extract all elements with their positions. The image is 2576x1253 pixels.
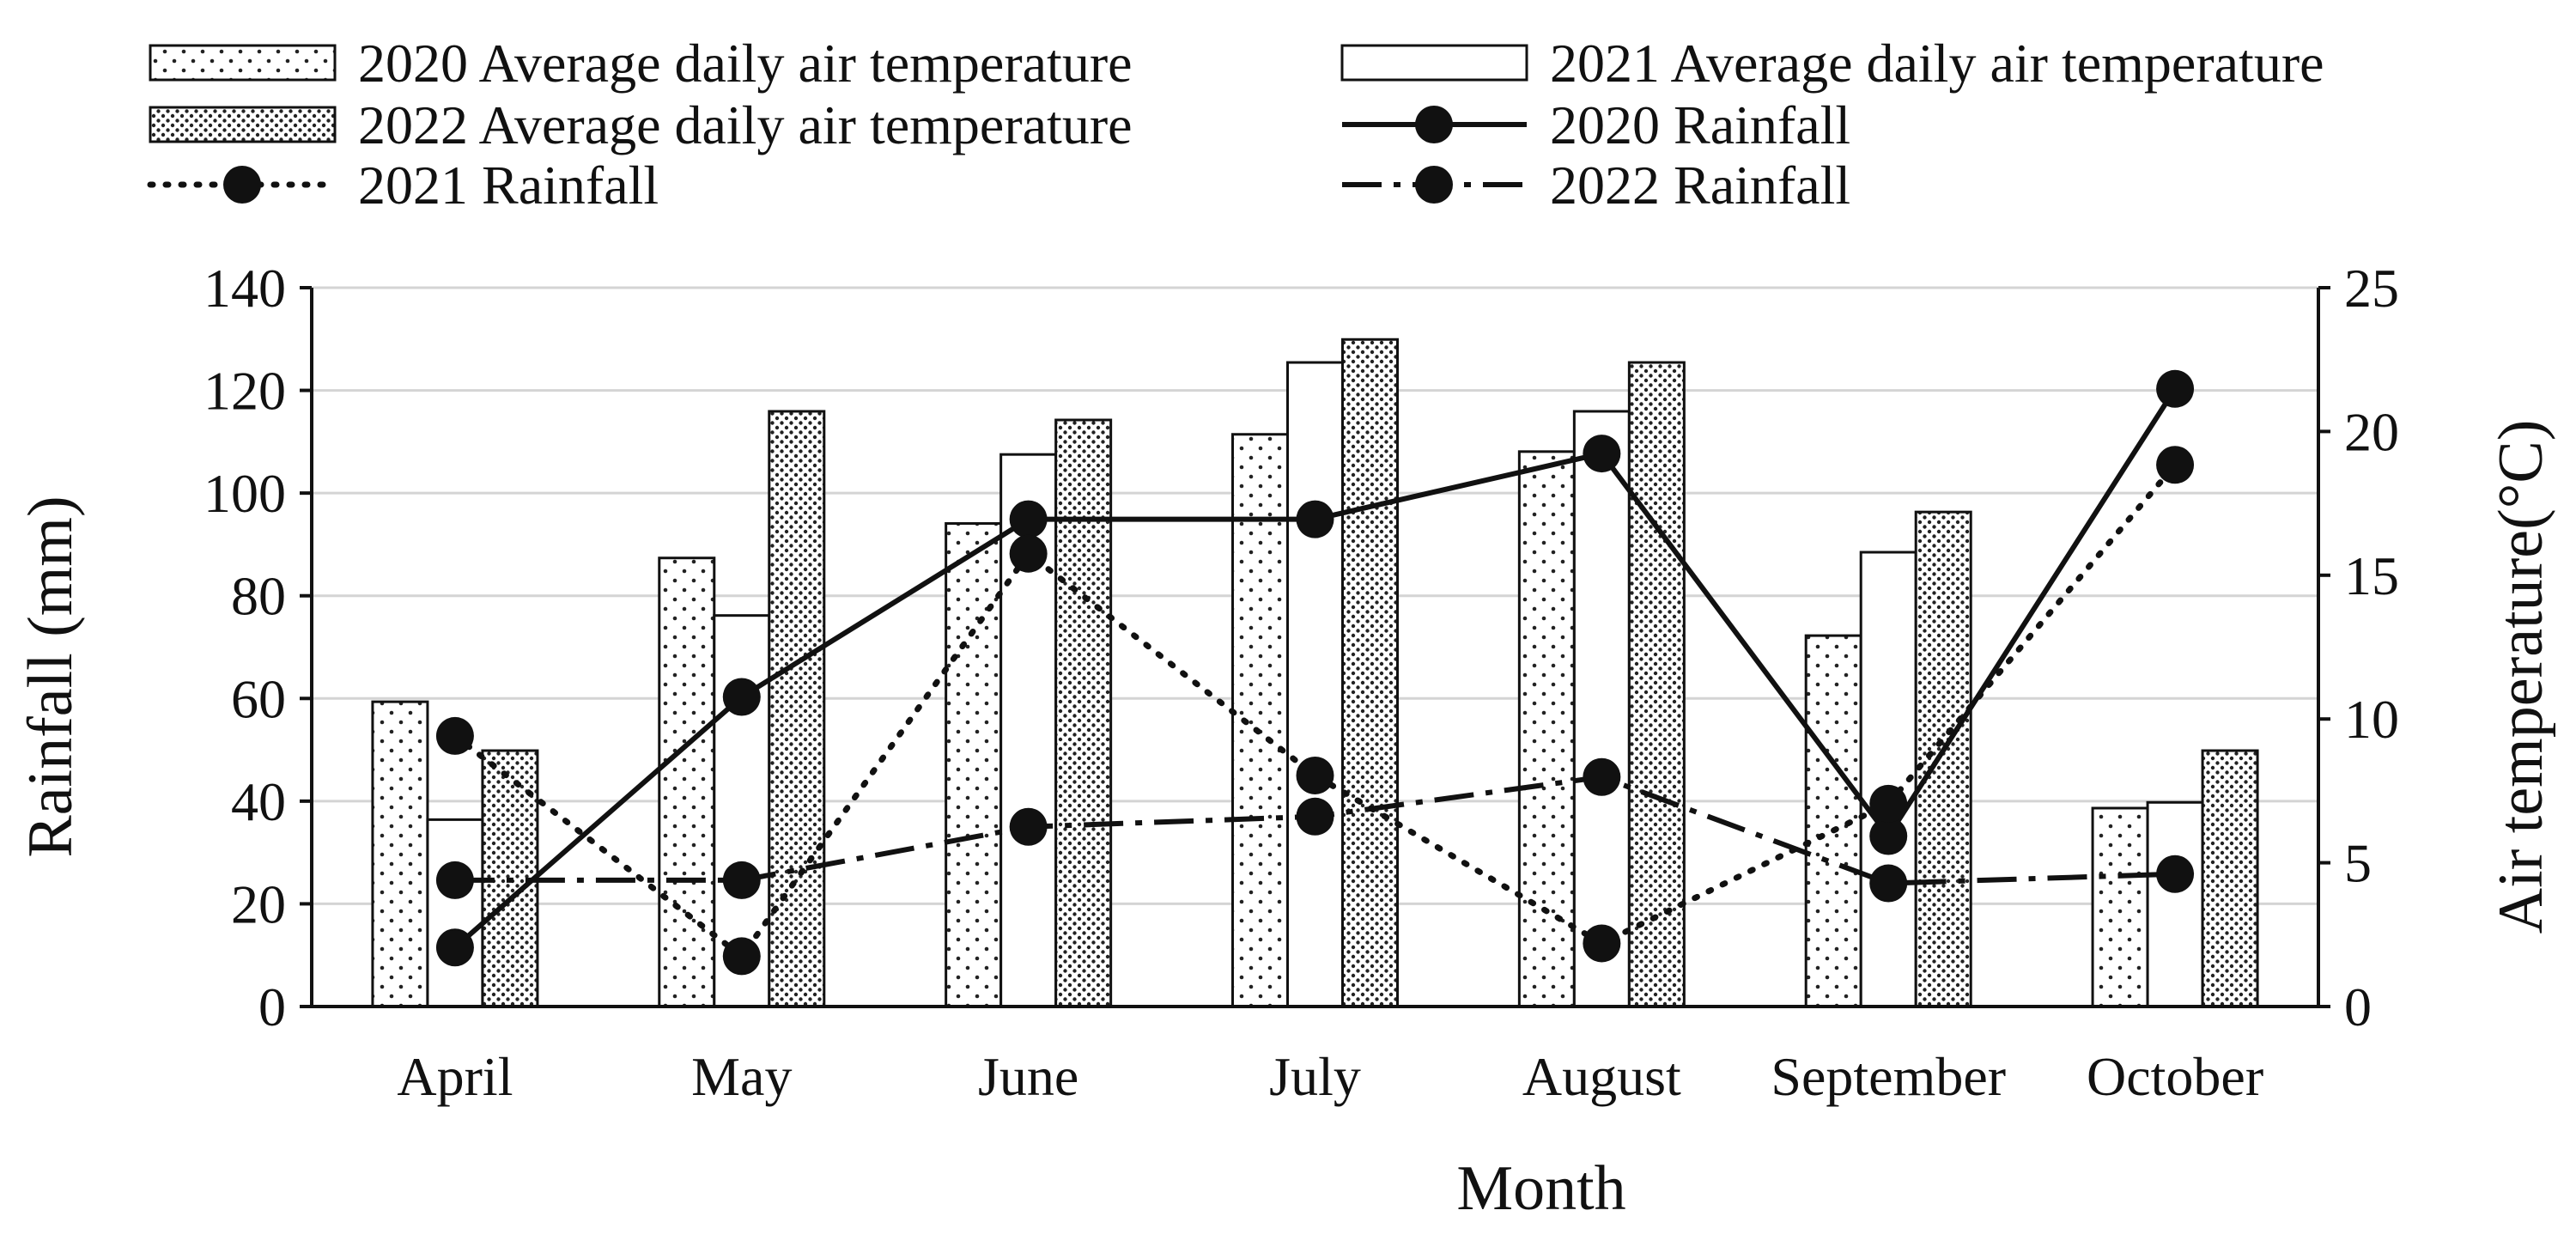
legend: 2020 Average daily air temperature 2021 A… [147, 33, 2324, 216]
bar-series-group [371, 338, 2259, 1008]
marker-2020-rainfall-september [1869, 817, 1908, 855]
x-tick-label-october: October [2087, 1046, 2263, 1107]
legend-label-2021-average-daily-air-temperature: 2021 Average daily air temperature [1550, 33, 2324, 94]
right-tick-label: 10 [2344, 689, 2399, 750]
marker-2021-rainfall-may [722, 937, 761, 976]
left-tick-label: 140 [204, 258, 286, 319]
x-tick-label-june: June [978, 1046, 1078, 1107]
bar-2022-temp-august [1627, 361, 1686, 1008]
bar-2020-temp-august [1517, 450, 1576, 1008]
left-tick-label: 100 [204, 463, 286, 524]
x-tick-label-may: May [691, 1046, 792, 1107]
x-tick-label-august: August [1522, 1046, 1681, 1107]
marker-2020-rainfall-october [2156, 369, 2195, 408]
bar-2020-temp-october [2091, 806, 2149, 1008]
marker-2022-rainfall-october [2156, 855, 2195, 893]
marker-2021-rainfall-june [1009, 534, 1048, 573]
marker-2021-rainfall-july [1296, 756, 1334, 794]
marker-2020-rainfall-july [1296, 500, 1334, 538]
marker-2022-rainfall-april [435, 861, 474, 899]
right-tick-label: 5 [2344, 833, 2372, 894]
bar-2020-temp-may [658, 557, 716, 1008]
marker-2020-rainfall-june [1009, 500, 1048, 538]
marker-2020-rainfall-may [722, 678, 761, 716]
bar-2020-temp-april [371, 700, 429, 1008]
marker-2020-rainfall-august [1583, 435, 1621, 473]
legend-marker-2022-rainfall [1415, 166, 1453, 204]
x-tick-label-april: April [397, 1046, 513, 1107]
legend-label-2021-rainfall: 2021 Rainfall [358, 155, 659, 216]
x-tick-label-july: July [1269, 1046, 1361, 1107]
legend-swatch-2022-average-daily-air-temperature [149, 106, 337, 143]
bar-2022-temp-july [1341, 338, 1399, 1008]
marker-2021-rainfall-september [1869, 784, 1908, 823]
left-tick-label: 40 [231, 771, 286, 832]
bar-2021-temp-april [426, 818, 484, 1008]
left-tick-label: 120 [204, 361, 286, 422]
left-tick-label: 80 [231, 566, 286, 627]
bar-2022-temp-june [1054, 418, 1113, 1008]
left-axis-title: Rainfall (mm) [15, 496, 86, 857]
legend-label-2022-rainfall: 2022 Rainfall [1550, 155, 1850, 216]
legend-swatch-2021-average-daily-air-temperature [1340, 44, 1528, 82]
axes [300, 286, 2330, 1008]
left-tick-label: 20 [231, 873, 286, 934]
bar-2020-temp-september [1804, 634, 1862, 1008]
x-tick-label-september: September [1771, 1046, 2006, 1107]
marker-2021-rainfall-august [1583, 924, 1621, 963]
bar-2022-temp-september [1914, 510, 1972, 1008]
tick-labels: 0 20 40 60 80 100 120 140 0 5 10 15 20 25 April May June… [204, 258, 2399, 1107]
bar-2022-temp-october [2201, 749, 2259, 1008]
left-tick-label: 0 [258, 976, 286, 1037]
bar-2021-temp-august [1572, 410, 1631, 1008]
legend-label-2020-average-daily-air-temperature: 2020 Average daily air temperature [358, 33, 1133, 94]
right-tick-label: 20 [2344, 401, 2399, 462]
bar-2022-temp-may [768, 410, 826, 1008]
marker-2021-rainfall-april [435, 716, 474, 755]
right-tick-label: 25 [2344, 258, 2399, 319]
marker-2021-rainfall-october [2156, 446, 2195, 484]
right-axis-title: Air temperature(°C) [2486, 420, 2556, 934]
right-tick-label: 0 [2344, 976, 2372, 1037]
legend-marker-2020-rainfall [1415, 106, 1453, 143]
line-series-group [435, 369, 2195, 976]
marker-2020-rainfall-april [435, 928, 474, 967]
marker-2022-rainfall-june [1009, 807, 1048, 846]
bar-2021-temp-october [2146, 800, 2204, 1008]
marker-2022-rainfall-september [1869, 864, 1908, 903]
marker-2022-rainfall-may [722, 861, 761, 899]
left-tick-label: 60 [231, 668, 286, 729]
legend-swatch-2020-average-daily-air-temperature [149, 44, 337, 82]
bar-2021-temp-july [1286, 361, 1344, 1008]
legend-label-2020-rainfall: 2020 Rainfall [1550, 94, 1850, 155]
marker-2022-rainfall-july [1296, 797, 1334, 836]
right-tick-label: 15 [2344, 545, 2399, 606]
marker-2022-rainfall-august [1583, 757, 1621, 796]
legend-label-2022-average-daily-air-temperature: 2022 Average daily air temperature [358, 94, 1133, 155]
bar-2020-temp-june [945, 522, 1003, 1008]
x-axis-title: Month [1456, 1153, 1625, 1224]
legend-marker-2021-rainfall [223, 166, 261, 204]
